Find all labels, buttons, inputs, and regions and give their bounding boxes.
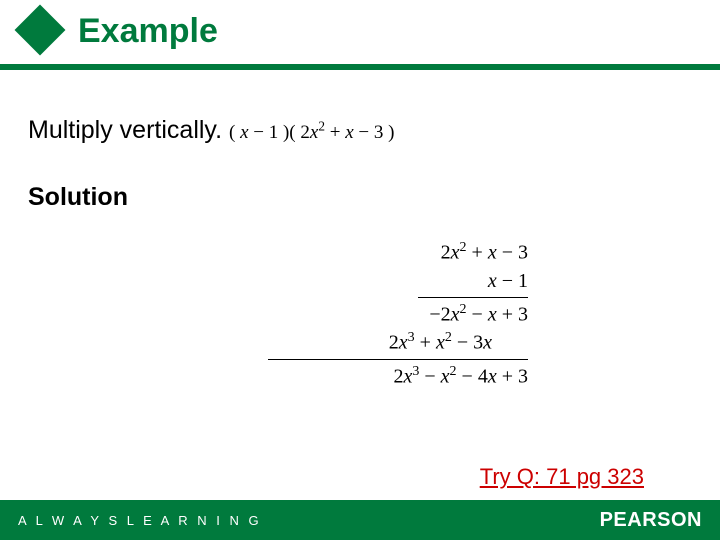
slide-header: Example [0, 0, 720, 78]
footer-tagline: A L W A Y S L E A R N I N G [18, 513, 262, 528]
work-row-result: 2x3 − x2 − 4x + 3 [208, 362, 528, 391]
slide-title: Example [78, 12, 218, 51]
multiplication-work: 2x2 + x − 3 x − 1 −2x2 − x + 3 2x3 + x2 … [208, 238, 528, 391]
header-rule [0, 64, 720, 70]
footer-brand: PEARSON [600, 509, 702, 532]
instruction-line: Multiply vertically. ( x − 1 )( 2x2 + x … [28, 116, 692, 145]
solution-label: Solution [28, 183, 692, 212]
instruction-expression: ( x − 1 )( 2x2 + x − 3 ) [229, 122, 394, 143]
diamond-icon [15, 5, 66, 56]
try-question-link[interactable]: Try Q: 71 pg 323 [480, 464, 644, 490]
work-rule-long [268, 359, 528, 360]
slide-body: Multiply vertically. ( x − 1 )( 2x2 + x … [0, 90, 720, 391]
work-row-top: 2x2 + x − 3 [208, 238, 528, 267]
work-rule-short [418, 297, 528, 298]
slide-footer: A L W A Y S L E A R N I N G PEARSON [0, 500, 720, 540]
work-row-multiplier: x − 1 [208, 267, 528, 295]
instruction-text: Multiply vertically. [28, 116, 222, 144]
work-row-partial-1: −2x2 − x + 3 [208, 300, 528, 329]
work-row-partial-2: 2x3 + x2 − 3x [208, 328, 528, 357]
